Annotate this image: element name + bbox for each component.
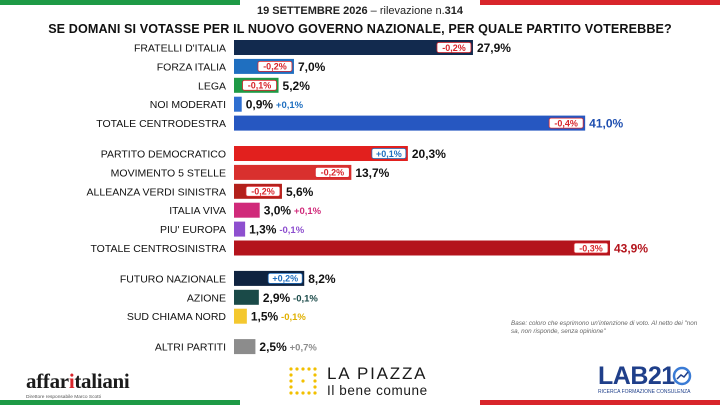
survey-number: 314 (444, 5, 464, 17)
flag-stripe-green-top (0, 0, 240, 5)
change-badge (242, 79, 277, 91)
piazza-title: LA PIAZZA (327, 364, 428, 383)
affari-logo-text-3: taliani (74, 369, 130, 393)
affari-tagline: Direttore responsabile Marco Scotti (26, 395, 101, 400)
bar-category-label: NOI MODERATI (150, 99, 226, 111)
survey-label: – rilevazione n. (370, 5, 445, 17)
bar (234, 221, 246, 237)
bar-category-label: FORZA ITALIA (157, 61, 226, 73)
bar-value-label: 2,5% (259, 340, 287, 354)
bar-category-label: ALTRI PARTITI (155, 342, 226, 354)
change-badge (267, 272, 303, 284)
bar (234, 289, 259, 305)
bar-category-label: PIU' EUROPA (160, 224, 226, 236)
change-label: -0,2% (263, 62, 287, 72)
affari-logo-text-2: i (68, 369, 75, 393)
flag-stripe-green-bottom (0, 400, 240, 405)
change-label: +0,1% (294, 206, 322, 217)
change-badge (573, 242, 609, 254)
bar-category-label: ALLEANZA VERDI SINISTRA (87, 186, 226, 198)
change-label: -0,1% (248, 81, 272, 91)
bar (234, 202, 260, 218)
change-label: -0,1% (279, 225, 304, 236)
bar-value-label: 1,3% (249, 223, 277, 237)
chart-title: SE DOMANI SI VOTASSE PER IL NUOVO GOVERN… (48, 22, 672, 36)
lab21-tagline: RICERCA FORMAZIONE CONSULENZA (598, 389, 691, 395)
footnote: Base: coloro che esprimono un'intenzione… (511, 320, 698, 335)
change-label: +0,7% (290, 343, 318, 354)
lab21-logo: LAB21 RICERCA FORMAZIONE CONSULENZA (598, 362, 692, 395)
flag-stripe-red-bottom (480, 400, 720, 405)
lab21-ring-icon (672, 366, 692, 386)
change-label: +0,1% (276, 100, 304, 111)
change-label: +0,1% (376, 149, 402, 159)
affari-logo-text-1: affar (26, 369, 69, 393)
change-label: -0,2% (442, 43, 466, 53)
change-label: +0,2% (272, 274, 298, 284)
bar-value-label: 20,3% (412, 147, 446, 161)
bar-category-label: MOVIMENTO 5 STELLE (111, 167, 226, 179)
bar-value-label: 13,7% (355, 166, 389, 180)
change-label: -0,2% (251, 187, 275, 197)
bar (234, 40, 473, 55)
change-badge (436, 42, 472, 53)
bar-value-label: 5,2% (283, 79, 311, 93)
change-label: -0,3% (579, 243, 603, 253)
bar-category-label: LEGA (198, 80, 226, 92)
bar-category-label: AZIONE (187, 292, 226, 304)
bar-value-label: 0,9% (246, 98, 274, 112)
bar-value-label: 5,6% (286, 185, 314, 199)
bar-category-label: TOTALE CENTRODESTRA (96, 118, 226, 130)
bar (234, 240, 610, 256)
bar (234, 115, 586, 131)
flag-stripe-white-bottom (240, 400, 480, 405)
flag-stripe-red-top (480, 0, 720, 5)
bar-category-label: TOTALE CENTROSINISTRA (90, 243, 226, 255)
bar (234, 96, 242, 112)
change-badge (257, 61, 293, 72)
change-badge (314, 166, 350, 178)
bar-category-label: FRATELLI D'ITALIA (134, 43, 226, 55)
bar (234, 146, 408, 161)
bar-value-label: 3,0% (264, 204, 292, 218)
bar-value-label: 8,2% (308, 272, 336, 286)
bar-value-label: 1,5% (251, 310, 279, 324)
piazza-dots-icon (289, 367, 317, 395)
bar-value-label: 41,0% (589, 117, 623, 131)
change-badge (371, 148, 407, 159)
bar (234, 308, 247, 324)
change-label: -0,4% (554, 118, 578, 128)
bar (234, 339, 256, 355)
bar-value-label: 7,0% (298, 60, 326, 74)
bar-value-label: 2,9% (263, 291, 291, 305)
survey-date-line: 19 SETTEMBRE 2026 – rilevazione n.314 (0, 5, 720, 17)
bar-category-label: SUD CHIAMA NORD (127, 311, 227, 323)
bar-value-label: 43,9% (614, 242, 648, 256)
piazza-subtitle: Il bene comune (327, 383, 428, 398)
bar-category-label: FUTURO NAZIONALE (120, 273, 226, 285)
bar-category-label: PARTITO DEMOCRATICO (101, 149, 226, 161)
survey-date: 19 SETTEMBRE 2026 (256, 5, 368, 17)
bar-category-label: ITALIA VIVA (169, 205, 226, 217)
change-label: -0,1% (293, 293, 318, 304)
lab21-wordmark: LAB21 (598, 362, 675, 390)
change-badge (245, 185, 281, 197)
change-label: -0,2% (321, 168, 345, 178)
bar-value-label: 27,9% (477, 41, 511, 55)
flag-stripe-white-top (240, 0, 480, 5)
change-label: -0,1% (281, 312, 306, 323)
change-badge (548, 117, 584, 129)
affaritaliani-logo: affaritaliani Direttore responsabile Mar… (26, 369, 130, 400)
